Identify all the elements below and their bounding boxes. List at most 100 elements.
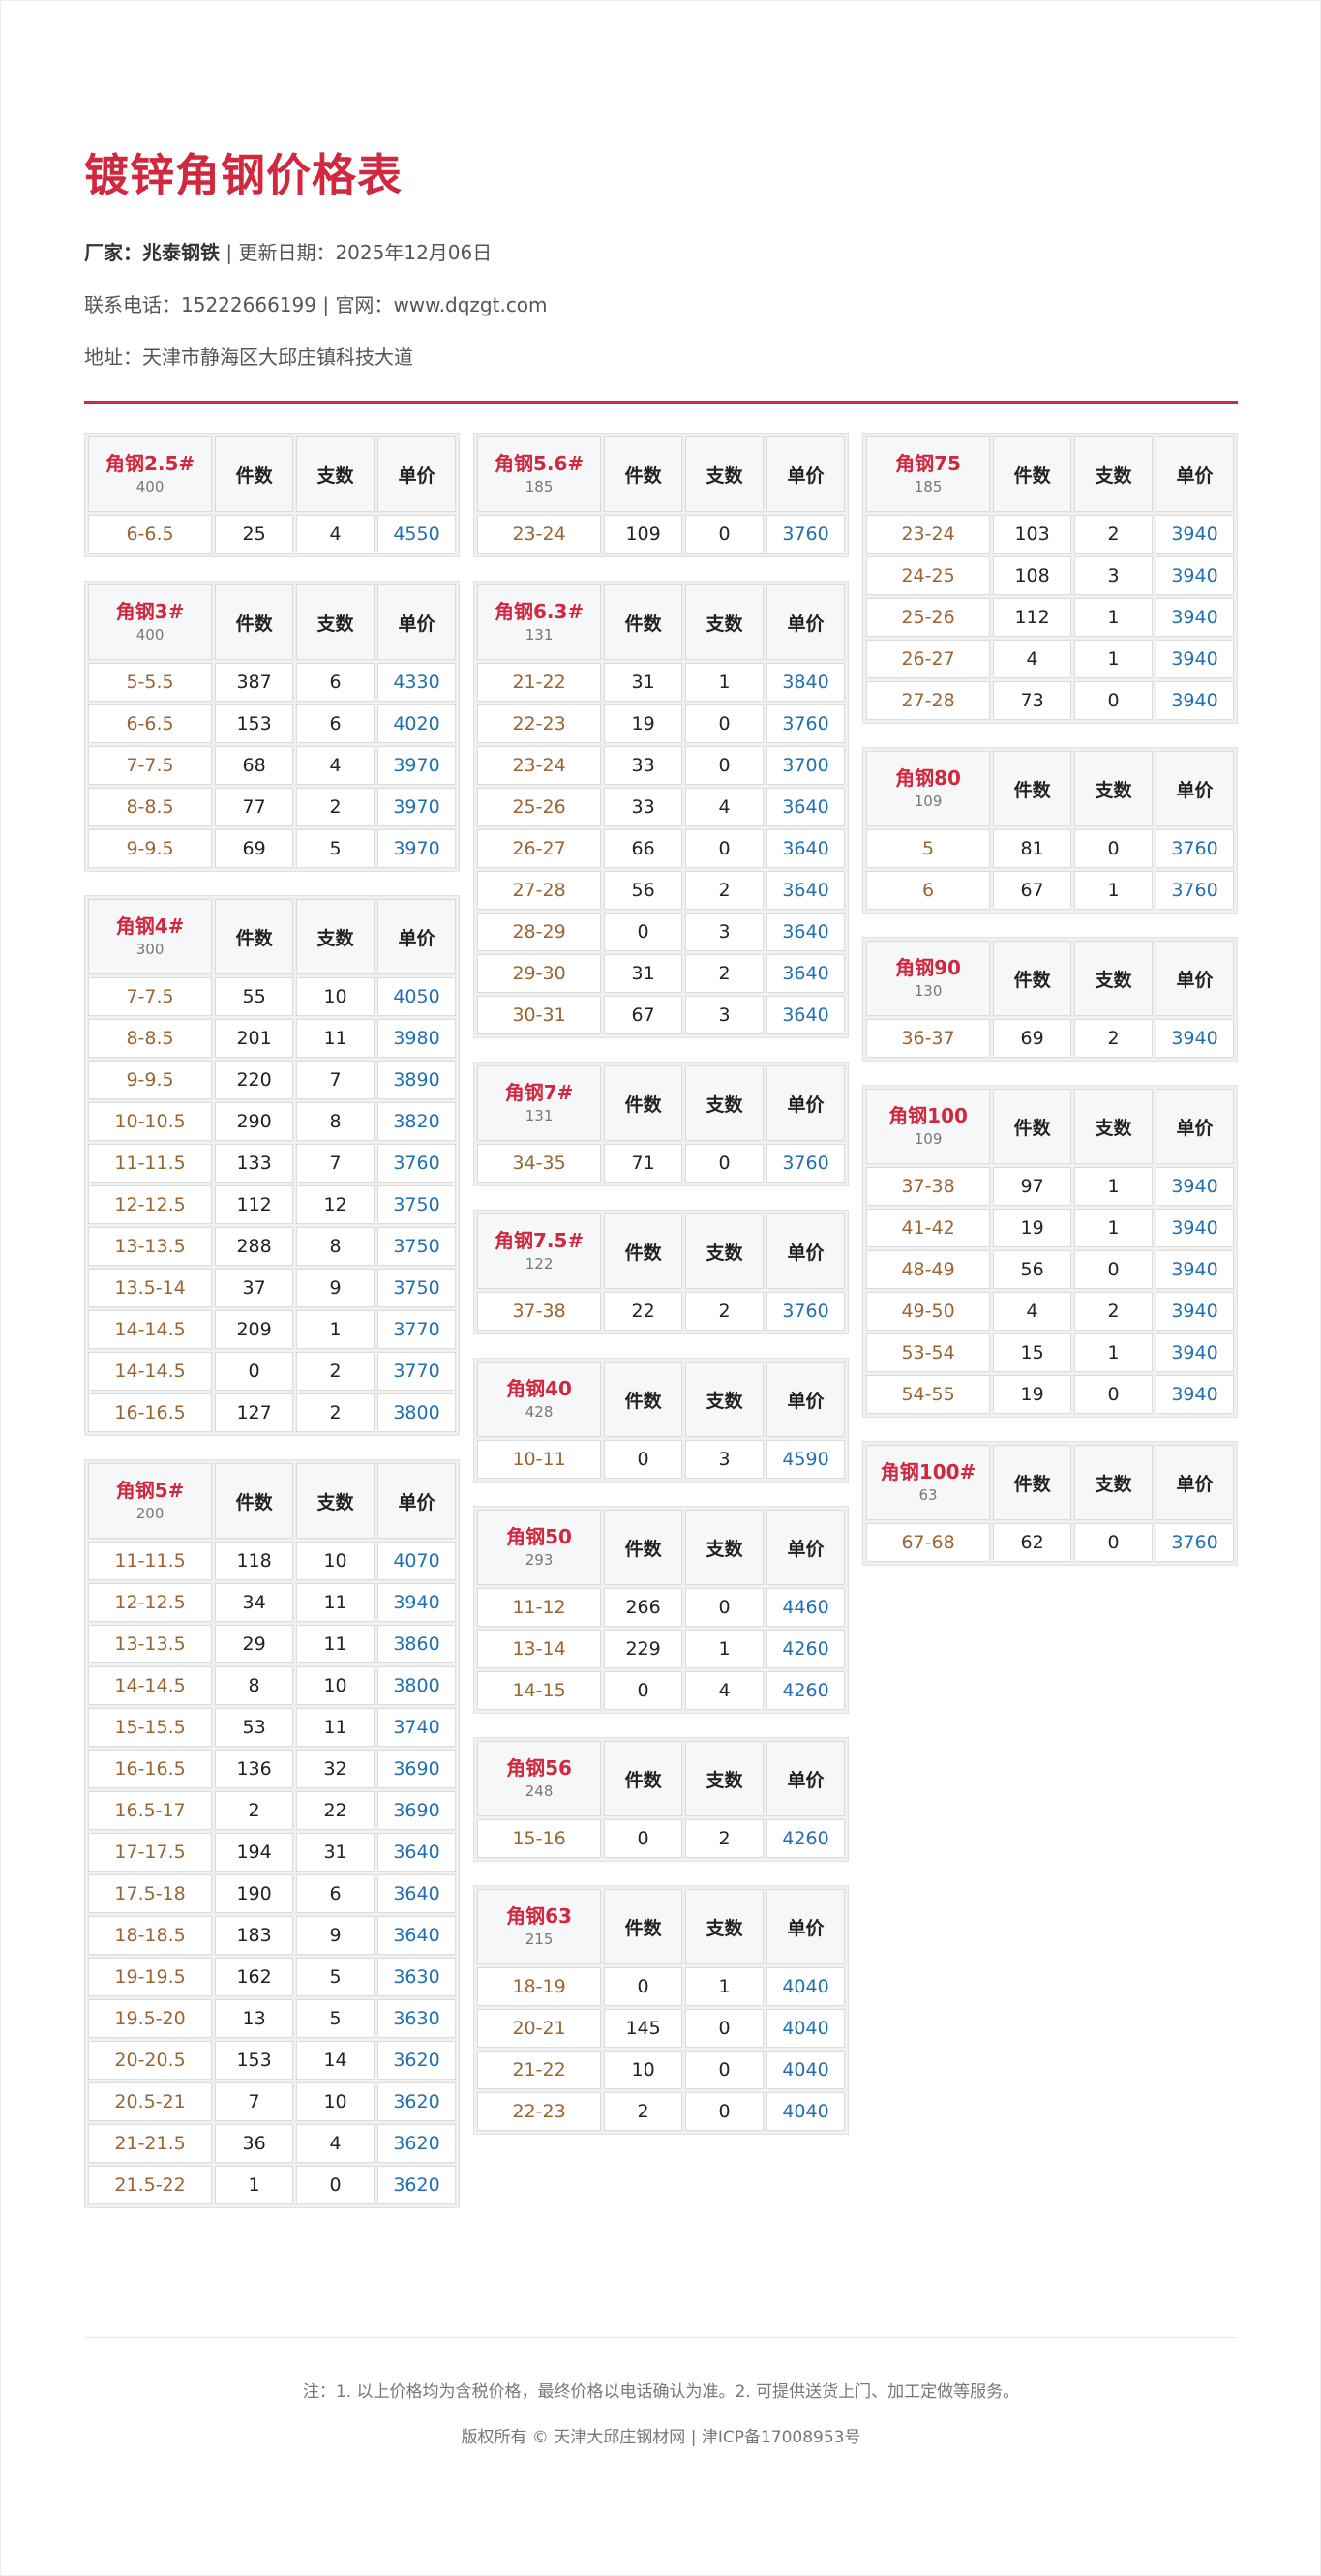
price-table: 角钢5.6# 185 件数 支数 单价 23-24 109 0 3760 xyxy=(473,433,849,557)
pieces-cell: 10 xyxy=(604,2051,683,2089)
bundles-cell: 1 xyxy=(1074,1167,1154,1206)
table-row: 16-16.5 136 32 3690 xyxy=(88,1750,456,1788)
price-cell: 3940 xyxy=(1156,1167,1234,1206)
pieces-cell: 25 xyxy=(215,515,294,554)
table-row: 18-19 0 1 4040 xyxy=(477,1967,845,2006)
bundles-header: 支数 xyxy=(1074,941,1154,1016)
pieces-cell: 288 xyxy=(215,1227,294,1266)
product-name: 角钢40 xyxy=(506,1377,572,1400)
price-cell: 4550 xyxy=(377,515,456,554)
factory-label: 厂家： xyxy=(84,241,142,264)
bundles-cell: 2 xyxy=(1074,515,1154,554)
spec-cell: 15-16 xyxy=(477,1819,602,1858)
table-header-row: 角钢4# 300 件数 支数 单价 xyxy=(88,899,456,974)
bundles-header: 支数 xyxy=(296,436,375,512)
bundles-cell: 0 xyxy=(685,515,765,554)
phone-label: 联系电话： xyxy=(84,293,181,316)
spec-cell: 21-21.5 xyxy=(88,2124,213,2163)
price-cell: 4330 xyxy=(377,663,456,702)
site-link[interactable]: www.dqzgt.com xyxy=(393,293,548,316)
bundles-cell: 6 xyxy=(296,1874,375,1913)
price-cell: 4040 xyxy=(766,2051,845,2089)
pieces-cell: 15 xyxy=(993,1333,1072,1372)
bundles-cell: 0 xyxy=(1074,829,1154,868)
pieces-cell: 229 xyxy=(604,1630,683,1668)
price-cell: 4070 xyxy=(377,1542,456,1580)
bundles-header: 支数 xyxy=(685,1213,765,1289)
spec-cell: 7-7.5 xyxy=(88,977,213,1016)
pieces-header: 件数 xyxy=(604,1362,683,1437)
meta-line-factory: 厂家：兆泰钢铁 | 更新日期：2025年12月06日 xyxy=(84,239,492,266)
pieces-cell: 0 xyxy=(604,1819,683,1858)
bundles-cell: 1 xyxy=(1074,871,1154,910)
pieces-cell: 29 xyxy=(215,1625,294,1663)
table-row: 8-8.5 77 2 3970 xyxy=(88,788,456,826)
spec-cell: 13.5-14 xyxy=(88,1269,213,1307)
spec-cell: 18-19 xyxy=(477,1967,602,2006)
bundles-header: 支数 xyxy=(296,1463,375,1539)
table-row: 29-30 31 2 3640 xyxy=(477,954,845,993)
product-header: 角钢75 185 xyxy=(866,436,991,512)
price-cell: 3640 xyxy=(377,1916,456,1955)
spec-cell: 20.5-21 xyxy=(88,2082,213,2121)
product-subtitle: 248 xyxy=(525,1782,554,1800)
spec-cell: 24-25 xyxy=(866,556,991,595)
spec-cell: 11-11.5 xyxy=(88,1144,213,1183)
price-cell: 3640 xyxy=(766,871,845,910)
table-row: 9-9.5 69 5 3970 xyxy=(88,829,456,868)
table-row: 23-24 33 0 3700 xyxy=(477,746,845,785)
price-cell: 3980 xyxy=(377,1019,456,1058)
table-row: 14-14.5 209 1 3770 xyxy=(88,1310,456,1349)
spec-cell: 28-29 xyxy=(477,913,602,951)
price-cell: 3750 xyxy=(377,1269,456,1307)
product-name: 角钢5# xyxy=(115,1479,185,1502)
spec-cell: 5 xyxy=(866,829,991,868)
bundles-cell: 11 xyxy=(296,1625,375,1663)
price-cell: 4020 xyxy=(377,704,456,743)
bundles-cell: 0 xyxy=(1074,681,1154,720)
bundles-cell: 1 xyxy=(685,1630,765,1668)
pieces-cell: 36 xyxy=(215,2124,294,2163)
price-table: 角钢56 248 件数 支数 单价 15-16 0 2 4260 xyxy=(473,1737,849,1862)
price-cell: 3820 xyxy=(377,1102,456,1141)
spec-cell: 26-27 xyxy=(866,640,991,678)
spec-cell: 7-7.5 xyxy=(88,746,213,785)
header: 镀锌角钢价格表 厂家：兆泰钢铁 | 更新日期：2025年12月06日 联系电话：… xyxy=(84,146,1238,369)
phone-number[interactable]: 15222666199 xyxy=(181,293,316,316)
spec-cell: 6-6.5 xyxy=(88,704,213,743)
price-table: 角钢75 185 件数 支数 单价 23-24 103 2 3940 24-25 108 3 3940 2… xyxy=(862,433,1238,724)
pieces-cell: 56 xyxy=(993,1250,1072,1289)
product-name: 角钢7.5# xyxy=(494,1229,585,1252)
price-cell: 3690 xyxy=(377,1750,456,1788)
table-header-row: 角钢50 293 件数 支数 单价 xyxy=(477,1510,845,1585)
table-row: 24-25 108 3 3940 xyxy=(866,556,1234,595)
product-header: 角钢80 109 xyxy=(866,751,991,826)
price-cell: 3840 xyxy=(766,663,845,702)
product-header: 角钢90 130 xyxy=(866,941,991,1016)
price-cell: 3700 xyxy=(766,746,845,785)
spec-cell: 8-8.5 xyxy=(88,1019,213,1058)
bundles-cell: 3 xyxy=(685,1440,765,1479)
price-column-2: 角钢5.6# 185 件数 支数 单价 23-24 109 0 3760 角钢6.3# 131 件数支… xyxy=(473,433,851,2158)
pieces-cell: 33 xyxy=(604,746,683,785)
spec-cell: 6 xyxy=(866,871,991,910)
table-row: 18-18.5 183 9 3640 xyxy=(88,1916,456,1955)
price-cell: 3970 xyxy=(377,829,456,868)
spec-cell: 27-28 xyxy=(866,681,991,720)
bundles-cell: 2 xyxy=(1074,1292,1154,1331)
table-row: 16.5-17 2 22 3690 xyxy=(88,1791,456,1830)
table-row: 17-17.5 194 31 3640 xyxy=(88,1833,456,1872)
pieces-header: 件数 xyxy=(604,1510,683,1585)
bundles-cell: 8 xyxy=(296,1227,375,1266)
table-header-row: 角钢100 109 件数 支数 单价 xyxy=(866,1089,1234,1164)
footer-note: 注：1. 以上价格均为含税价格，最终价格以电话确认为准。2. 可提供送货上门、加… xyxy=(302,2382,1020,2402)
pieces-cell: 31 xyxy=(604,663,683,702)
spec-cell: 25-26 xyxy=(866,598,991,637)
bundles-cell: 8 xyxy=(296,1102,375,1141)
table-header-row: 角钢56 248 件数 支数 单价 xyxy=(477,1741,845,1816)
spec-cell: 41-42 xyxy=(866,1209,991,1247)
pieces-cell: 69 xyxy=(993,1019,1072,1058)
pieces-cell: 0 xyxy=(604,913,683,951)
pieces-header: 件数 xyxy=(604,1889,683,1964)
price-table: 角钢90 130 件数 支数 单价 36-37 69 2 3940 xyxy=(862,937,1238,1062)
